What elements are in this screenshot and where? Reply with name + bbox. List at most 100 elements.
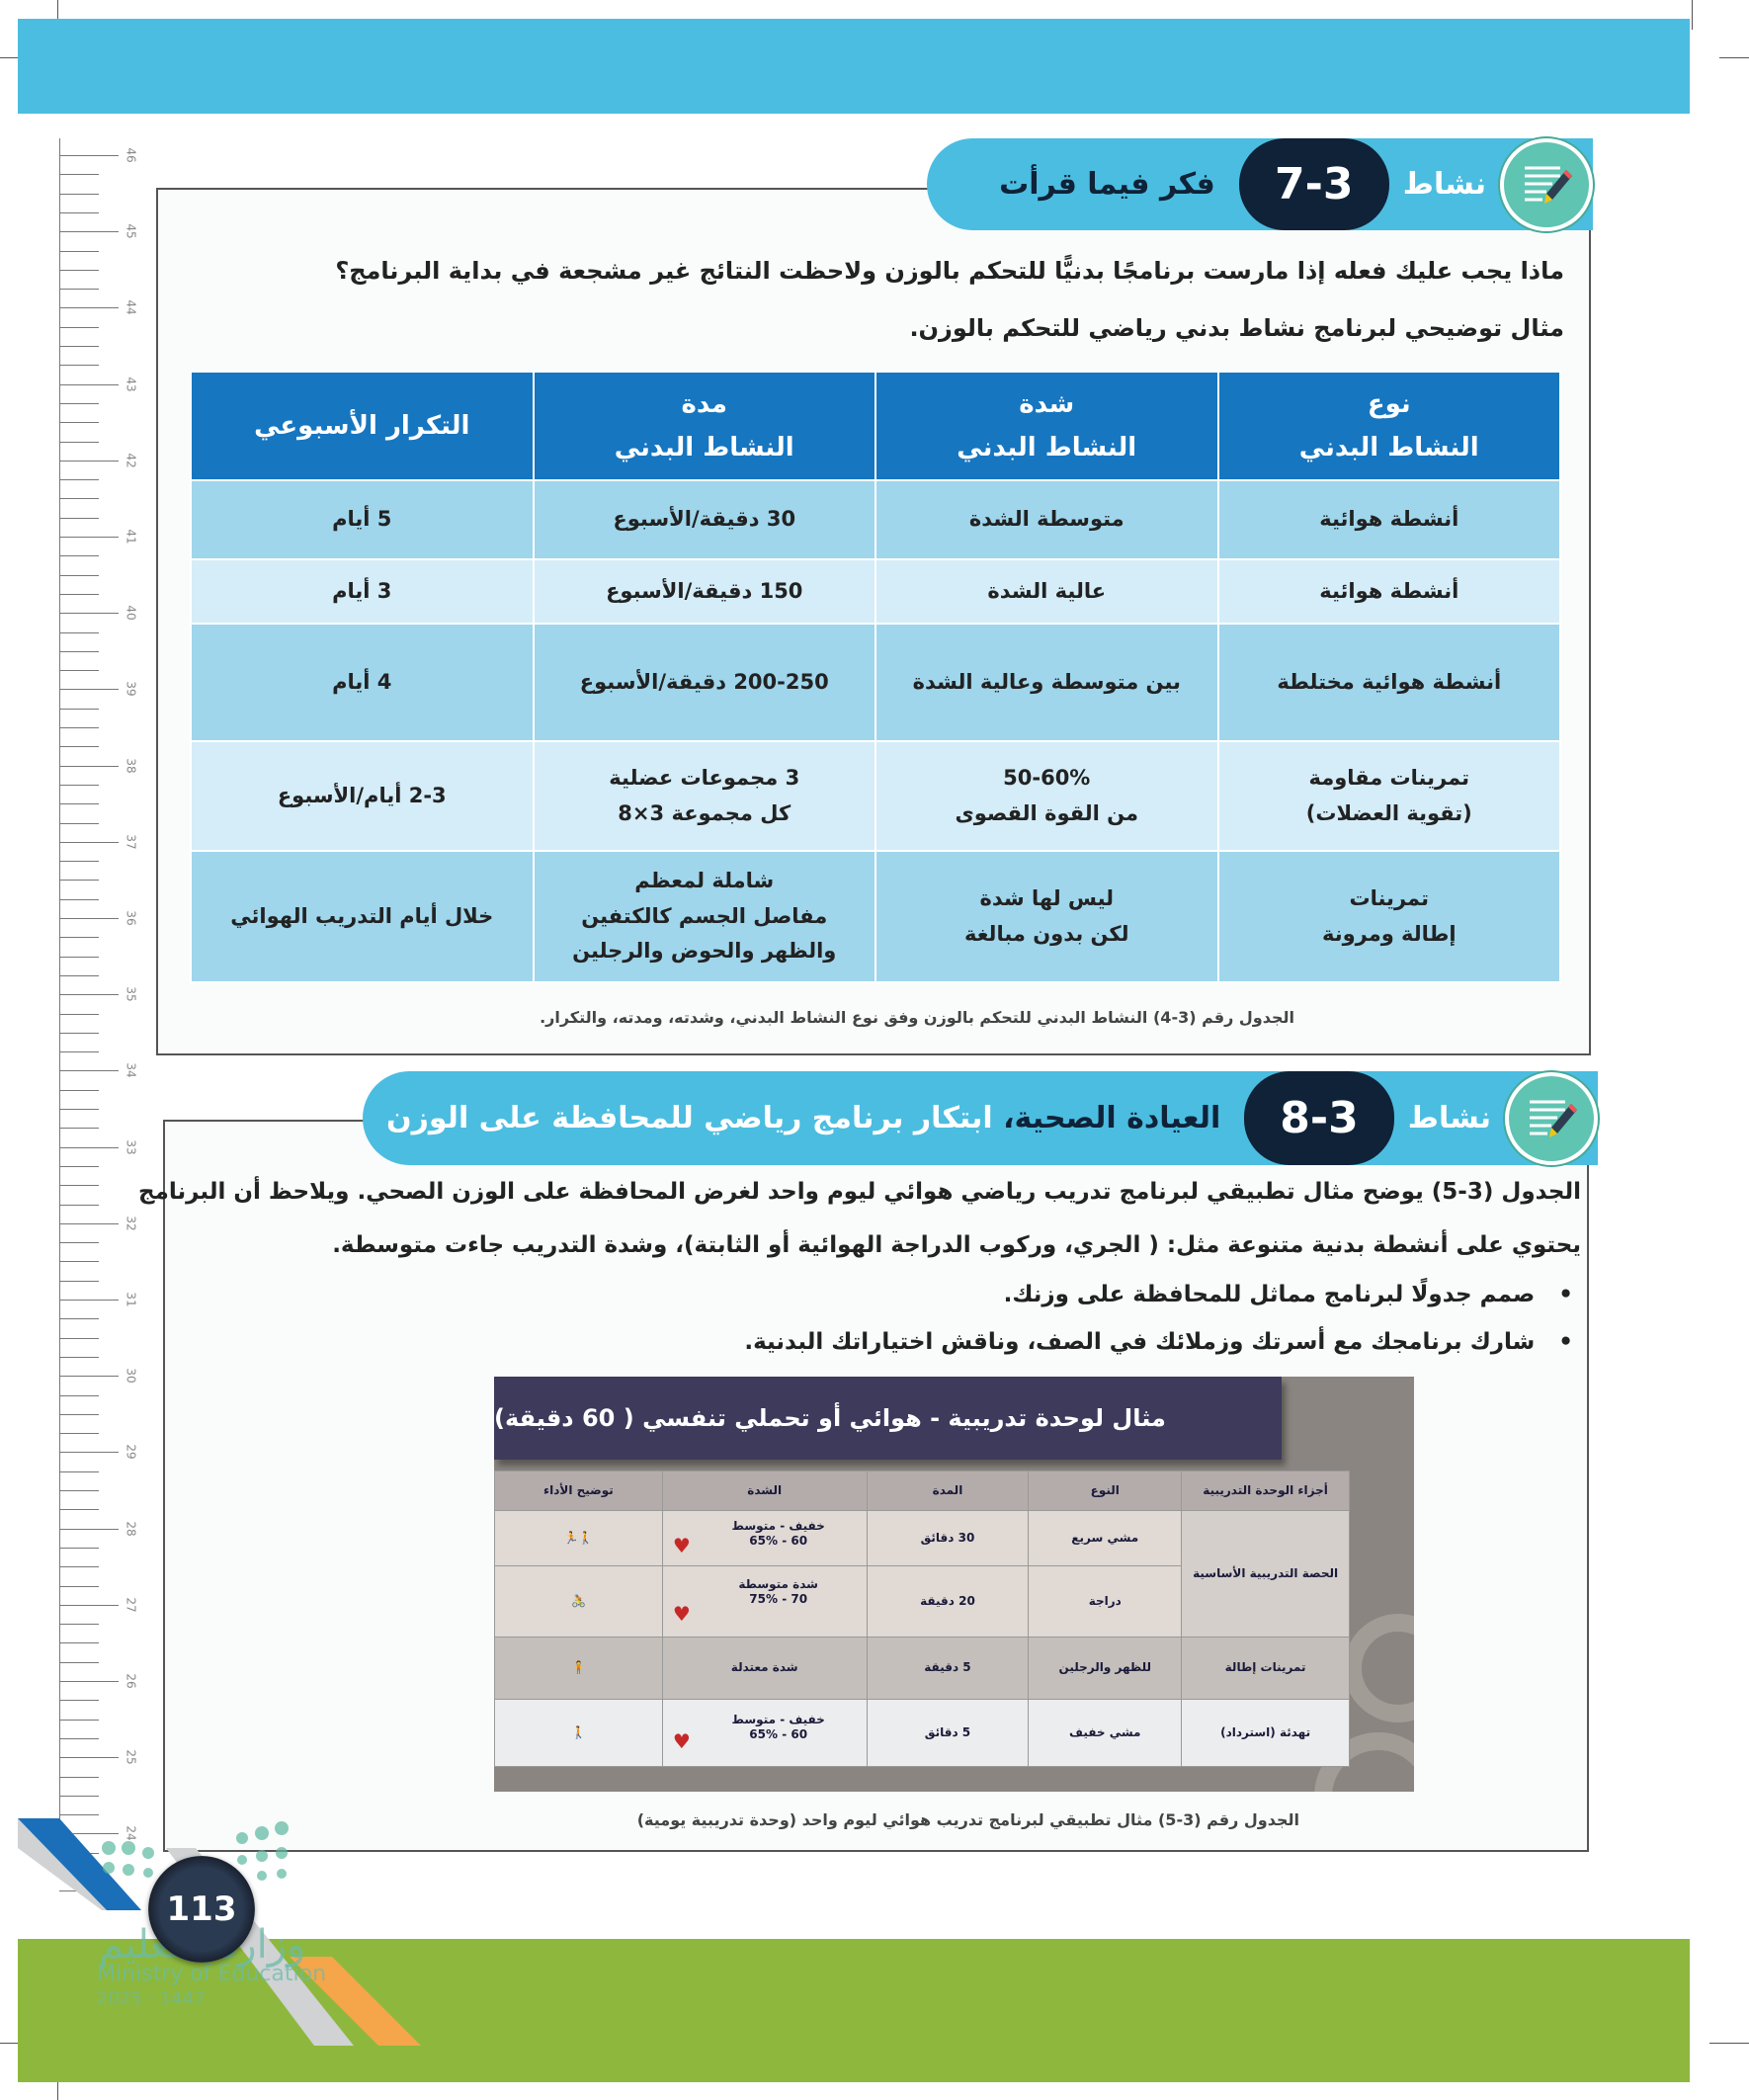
ruler-tick xyxy=(59,1681,119,1682)
bullet-item: • شارك برنامجك مع أسرتك وزملائك في الصف،… xyxy=(744,1329,1573,1355)
ruler-tick xyxy=(59,1433,99,1435)
ruler-tick xyxy=(59,1242,99,1244)
heart-rate-icon: ♥ xyxy=(672,1601,691,1626)
ruler-tick xyxy=(59,460,119,462)
table-row: تمرينات مقاومة (تقوية العضلات) 50-60% من … xyxy=(190,740,1561,852)
ruler-tick xyxy=(59,1776,99,1778)
ruler-number: 43 xyxy=(124,376,138,392)
ruler-tick xyxy=(59,1128,99,1130)
ruler-number: 33 xyxy=(124,1138,138,1155)
figure-header: أجزاء الوحدة التدريبية xyxy=(1181,1470,1350,1511)
ruler-tick xyxy=(59,1624,99,1626)
ruler-tick xyxy=(59,574,99,576)
ruler-number: 38 xyxy=(124,757,138,774)
ruler-tick xyxy=(59,422,99,424)
ruler-number: 39 xyxy=(124,681,138,698)
table-cell: 150 دقيقة/الأسبوع xyxy=(532,558,876,625)
intro-text: مثال توضيحي لبرنامج نشاط بدني رياضي للتح… xyxy=(909,314,1564,342)
ruler-tick xyxy=(59,613,119,615)
ruler-tick xyxy=(59,822,99,824)
ruler-number: 26 xyxy=(124,1673,138,1689)
ruler-number: 37 xyxy=(124,834,138,850)
crop-mark xyxy=(1719,57,1749,58)
ruler-tick xyxy=(59,1413,99,1415)
ruler-tick xyxy=(59,1757,119,1759)
ruler-number: 46 xyxy=(124,147,138,163)
ruler-tick xyxy=(59,1452,119,1454)
ruler-number: 25 xyxy=(124,1749,138,1765)
ruler-tick xyxy=(59,861,99,863)
ruler-tick xyxy=(59,1013,99,1015)
table-cell: 2-3 أيام/الأسبوع xyxy=(190,740,535,852)
ruler-tick xyxy=(59,1604,119,1606)
ruler-tick xyxy=(59,1719,99,1721)
ruler-number: 29 xyxy=(124,1444,138,1461)
figure-cell: 5 دقيقة xyxy=(866,1637,1030,1700)
figure-cell: 20 دقيقة xyxy=(866,1565,1030,1638)
figure-header: توضيح الأداء xyxy=(494,1470,663,1511)
ruler-tick xyxy=(59,1070,119,1072)
ruler-tick xyxy=(59,1566,99,1568)
header-duration: مدة النشاط البدني xyxy=(532,371,876,481)
figure-cell: ♥ خفيف - متوسط 60 - 65% xyxy=(661,1699,868,1767)
ruler-tick xyxy=(59,211,99,213)
figure-header-row: أجزاء الوحدة التدريبية النوع المدة الشدة… xyxy=(494,1470,1350,1511)
ruler-tick xyxy=(59,250,99,252)
activity-title-rest: ابتكار برنامج رياضي للمحافظة على الوزن xyxy=(386,1101,1004,1135)
figure-cell: مشي سريع xyxy=(1028,1510,1183,1566)
activity-title: فكر فيما قرأت xyxy=(999,167,1215,202)
figure-cell: دراجة xyxy=(1028,1565,1183,1638)
ruler-number: 28 xyxy=(124,1520,138,1537)
ruler-tick xyxy=(59,1356,99,1358)
ruler-tick xyxy=(59,650,99,652)
table-row: أنشطة هوائية عالية الشدة 150 دقيقة/الأسبوع… xyxy=(190,558,1561,625)
ruler-tick xyxy=(59,346,99,347)
ruler-tick xyxy=(59,365,99,367)
notepad-pencil-icon xyxy=(1500,137,1593,231)
table-cell: أنشطة هوائية xyxy=(1216,558,1561,625)
ruler-tick xyxy=(59,1394,99,1396)
figure-cell: تمرينات إطالة xyxy=(1181,1637,1350,1700)
table-caption-2: الجدول رقم (3-5) مثال تطبيقي لبرنامج تدر… xyxy=(636,1810,1299,1829)
header-frequency: التكرار الأسبوعي xyxy=(190,371,535,481)
ruler-tick xyxy=(59,841,119,843)
figure-cell: شدة معتدلة xyxy=(661,1637,868,1700)
walking-icon: 🚶 xyxy=(494,1699,663,1767)
figure-cell: تهدئة (استرداد) xyxy=(1181,1699,1350,1767)
ruler-tick xyxy=(59,937,99,939)
weight-control-table: نوع النشاط البدني شدة النشاط البدني مدة الن… xyxy=(190,371,1561,983)
table-cell: تمرينات مقاومة (تقوية العضلات) xyxy=(1216,740,1561,852)
ruler-tick xyxy=(59,174,99,176)
table-row: أنشطة هوائية مختلطة بين متوسطة وعالية الش… xyxy=(190,623,1561,742)
ruler-tick xyxy=(59,1833,119,1835)
figure-cell: 5 دقائق xyxy=(866,1699,1030,1767)
ruler-tick xyxy=(59,1700,99,1702)
ruler-tick xyxy=(59,918,119,919)
figure-cell: مشي خفيف xyxy=(1028,1699,1183,1767)
ministry-logo-english: Ministry of Education xyxy=(97,1962,327,1986)
figure-cell: ♥ شدة متوسطة 70 - 75% xyxy=(661,1565,868,1638)
crop-mark xyxy=(1709,2043,1749,2044)
table-cell: متوسطة الشدة xyxy=(874,479,1219,560)
ruler-tick xyxy=(59,1642,99,1644)
crop-mark xyxy=(57,0,58,30)
ruler-tick xyxy=(59,479,99,481)
header-intensity: شدة النشاط البدني xyxy=(874,371,1219,481)
question-text: ماذا يجب عليك فعله إذا مارست برنامجًا بد… xyxy=(335,257,1564,285)
side-ruler: 46 45 44 43 42 41 40 39 38 37 36 35 34 33 32 31 30 29 28 27… xyxy=(59,138,138,1892)
heart-rate-icon: ♥ xyxy=(672,1728,691,1753)
ruler-number: 40 xyxy=(124,605,138,621)
ruler-tick xyxy=(59,746,99,748)
figure-row: تمرينات إطالة للظهر والرجلين 5 دقيقة شدة… xyxy=(494,1637,1350,1700)
ruler-tick xyxy=(59,593,99,595)
ministry-logo-dots xyxy=(102,1821,289,1881)
activity-header-1: نشاط 7-3 فكر فيما قرأت xyxy=(927,137,1593,231)
paragraph-line-1: الجدول (3-5) يوضح مثال تطبيقي لبرنامج تد… xyxy=(138,1179,1581,1205)
table-cell: أنشطة هوائية xyxy=(1216,479,1561,560)
ruler-tick xyxy=(59,994,119,996)
table-cell: بين متوسطة وعالية الشدة xyxy=(874,623,1219,742)
stretching-icon: 🧍 xyxy=(494,1637,663,1700)
figure-row: تهدئة (استرداد) مشي خفيف 5 دقائق ♥ خفيف -… xyxy=(494,1699,1350,1767)
table-cell: خلال أيام التدريب الهوائي xyxy=(190,850,535,983)
ruler-tick xyxy=(59,383,119,385)
